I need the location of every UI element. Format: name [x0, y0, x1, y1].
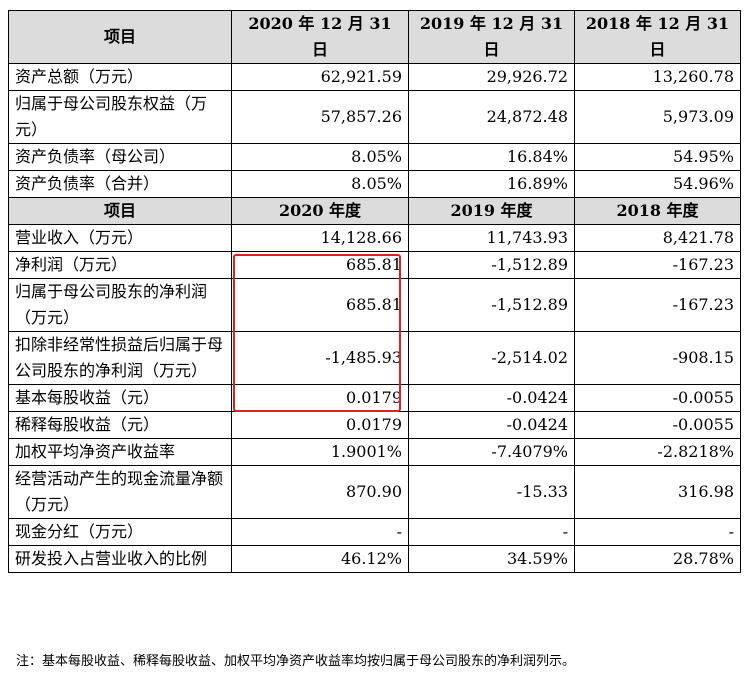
table-row: 资产负债率（母公司） 8.05% 16.84% 54.95%	[8, 143, 741, 171]
cell-value: -0.0424	[408, 384, 575, 412]
cell-value: 8,421.78	[574, 224, 741, 252]
cell-value: -908.15	[574, 331, 741, 385]
cell-value: 870.90	[231, 465, 409, 519]
header-row-balance: 项目 2020 年 12 月 31 日 2019 年 12 月 31 日 201…	[8, 10, 741, 64]
cell-value: 685.81	[231, 278, 409, 332]
cell-value: 13,260.78	[574, 63, 741, 91]
cell-value: 34.59%	[408, 545, 575, 573]
table-row: 研发投入占营业收入的比例 46.12% 34.59% 28.78%	[8, 545, 741, 573]
cell-value: 11,743.93	[408, 224, 575, 252]
cell-value: 316.98	[574, 465, 741, 519]
cell-value: -	[408, 518, 575, 546]
cell-value: 24,872.48	[408, 90, 575, 144]
cell-value: -2,514.02	[408, 331, 575, 385]
row-label: 营业收入（万元）	[8, 224, 232, 252]
cell-value: 8.05%	[231, 170, 409, 198]
cell-value: 685.81	[231, 251, 409, 279]
row-label: 扣除非经常性损益后归属于母公司股东的净利润（万元）	[8, 331, 232, 385]
financial-table: 项目 2020 年 12 月 31 日 2019 年 12 月 31 日 201…	[8, 10, 741, 573]
cell-value: 57,857.26	[231, 90, 409, 144]
row-label: 资产总额（万元）	[8, 63, 232, 91]
row-label: 资产负债率（母公司）	[8, 143, 232, 171]
table-row: 基本每股收益（元） 0.0179 -0.0424 -0.0055	[8, 384, 741, 412]
header-row-income: 项目 2020 年度 2019 年度 2018 年度	[8, 197, 741, 225]
cell-value: -0.0055	[574, 411, 741, 439]
row-label: 加权平均净资产收益率	[8, 438, 232, 466]
cell-value: -1,512.89	[408, 278, 575, 332]
row-label: 现金分红（万元）	[8, 518, 232, 546]
cell-value: -	[574, 518, 741, 546]
row-label: 归属于母公司股东的净利润（万元）	[8, 278, 232, 332]
cell-value: 29,926.72	[408, 63, 575, 91]
cell-value: 16.84%	[408, 143, 575, 171]
cell-value: 5,973.09	[574, 90, 741, 144]
header-2019: 2019 年 12 月 31 日	[408, 10, 575, 64]
table-row: 加权平均净资产收益率 1.9001% -7.4079% -2.8218%	[8, 438, 741, 466]
cell-value: 54.95%	[574, 143, 741, 171]
cell-value: -2.8218%	[574, 438, 741, 466]
cell-value: 54.96%	[574, 170, 741, 198]
row-label: 净利润（万元）	[8, 251, 232, 279]
cell-value: 14,128.66	[231, 224, 409, 252]
table-row: 稀释每股收益（元） 0.0179 -0.0424 -0.0055	[8, 411, 741, 439]
cell-value: -0.0424	[408, 411, 575, 439]
cell-value: 0.0179	[231, 411, 409, 439]
header-2018: 2018 年 12 月 31 日	[574, 10, 741, 64]
table-row: 资产负债率（合并） 8.05% 16.89% 54.96%	[8, 170, 741, 198]
header-item: 项目	[8, 197, 232, 225]
table-row: 净利润（万元） 685.81 -1,512.89 -167.23	[8, 251, 741, 279]
header-2019: 2019 年度	[408, 197, 575, 225]
cell-value: -1,485.93	[231, 331, 409, 385]
header-2020: 2020 年度	[231, 197, 409, 225]
cell-value: 0.0179	[231, 384, 409, 412]
cell-value: -167.23	[574, 278, 741, 332]
table-row: 经营活动产生的现金流量净额（万元） 870.90 -15.33 316.98	[8, 465, 741, 519]
row-label: 研发投入占营业收入的比例	[8, 545, 232, 573]
table-row: 资产总额（万元） 62,921.59 29,926.72 13,260.78	[8, 63, 741, 91]
cell-value: 28.78%	[574, 545, 741, 573]
table-row: 现金分红（万元） - - -	[8, 518, 741, 546]
cell-value: 46.12%	[231, 545, 409, 573]
table-row: 扣除非经常性损益后归属于母公司股东的净利润（万元） -1,485.93 -2,5…	[8, 331, 741, 385]
cell-value: 16.89%	[408, 170, 575, 198]
row-label: 资产负债率（合并）	[8, 170, 232, 198]
row-label: 归属于母公司股东权益（万元）	[8, 90, 232, 144]
cell-value: -167.23	[574, 251, 741, 279]
header-2020: 2020 年 12 月 31 日	[231, 10, 409, 64]
cell-value: 62,921.59	[231, 63, 409, 91]
table-row: 营业收入（万元） 14,128.66 11,743.93 8,421.78	[8, 224, 741, 252]
row-label: 基本每股收益（元）	[8, 384, 232, 412]
row-label: 稀释每股收益（元）	[8, 411, 232, 439]
header-2018: 2018 年度	[574, 197, 741, 225]
row-label: 经营活动产生的现金流量净额（万元）	[8, 465, 232, 519]
header-item: 项目	[8, 10, 232, 64]
cell-value: 8.05%	[231, 143, 409, 171]
cell-value: -0.0055	[574, 384, 741, 412]
cell-value: -15.33	[408, 465, 575, 519]
cell-value: 1.9001%	[231, 438, 409, 466]
cell-value: -7.4079%	[408, 438, 575, 466]
table-row: 归属于母公司股东的净利润（万元） 685.81 -1,512.89 -167.2…	[8, 278, 741, 332]
cell-value: -1,512.89	[408, 251, 575, 279]
cell-value: -	[231, 518, 409, 546]
footnote: 注：基本每股收益、稀释每股收益、加权平均净资产收益率均按归属于母公司股东的净利润…	[16, 654, 576, 669]
table-row: 归属于母公司股东权益（万元） 57,857.26 24,872.48 5,973…	[8, 90, 741, 144]
